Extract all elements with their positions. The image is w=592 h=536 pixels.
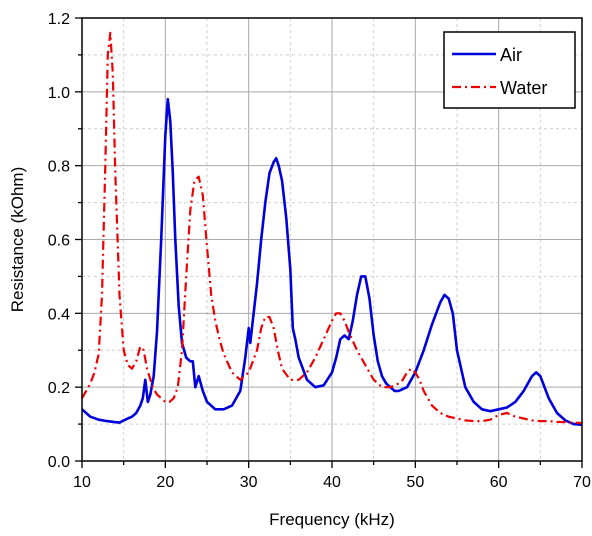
y-tick-label: 0.8 bbox=[48, 159, 70, 176]
x-axis-title: Frequency (kHz) bbox=[269, 510, 395, 529]
y-tick-label: 0.2 bbox=[48, 380, 70, 397]
tick-labels: 10 20 30 40 50 60 70 0.0 0.2 0.4 0.6 0.8 1.0 1.2 bbox=[48, 11, 591, 491]
legend-label-water: Water bbox=[500, 78, 547, 98]
y-tick-label: 0.6 bbox=[48, 233, 70, 250]
x-tick-label: 20 bbox=[156, 474, 174, 491]
ticks bbox=[75, 17, 583, 468]
plot-lines bbox=[81, 31, 583, 427]
legend-label-air: Air bbox=[500, 45, 522, 65]
y-tick-label: 0.4 bbox=[48, 306, 70, 323]
series-line-water bbox=[81, 31, 583, 425]
y-axis-title: Resistance (kOhm) bbox=[8, 167, 27, 312]
y-tick-label: 0.0 bbox=[48, 454, 70, 471]
y-tick-label: 1.0 bbox=[48, 85, 70, 102]
legend: Air Water bbox=[443, 31, 576, 109]
x-tick-label: 70 bbox=[573, 474, 591, 491]
x-tick-label: 40 bbox=[323, 474, 341, 491]
x-tick-label: 60 bbox=[490, 474, 508, 491]
x-tick-label: 30 bbox=[240, 474, 258, 491]
series-line-air bbox=[81, 97, 583, 427]
x-tick-label: 50 bbox=[406, 474, 424, 491]
x-tick-label: 10 bbox=[73, 474, 91, 491]
legend-box bbox=[443, 31, 576, 109]
y-tick-label: 1.2 bbox=[48, 11, 70, 28]
